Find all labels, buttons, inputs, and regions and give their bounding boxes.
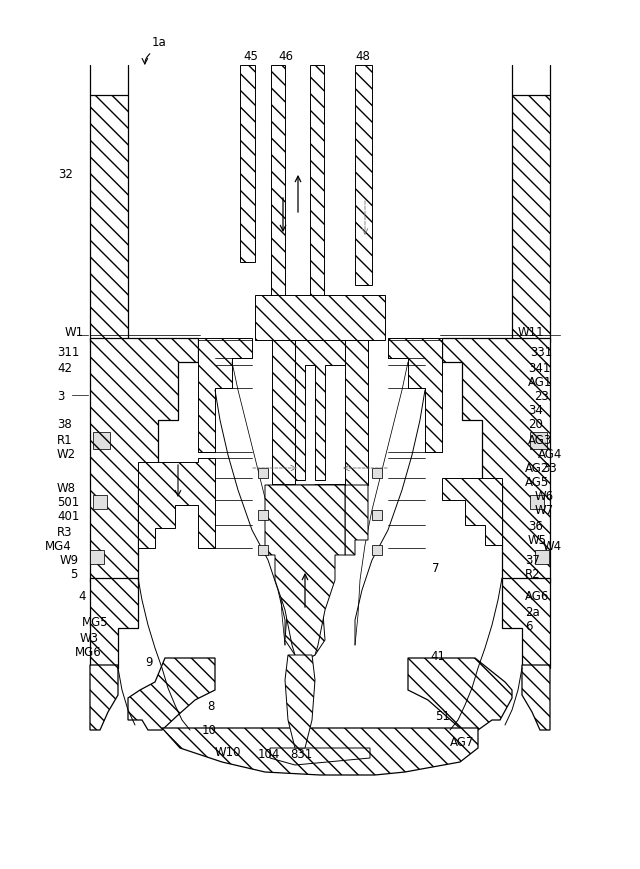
Text: 501: 501 (57, 496, 79, 509)
Text: 1a: 1a (152, 36, 167, 49)
Bar (372, 545, 382, 555)
Text: 401: 401 (57, 510, 79, 523)
Polygon shape (502, 578, 550, 668)
Text: 6: 6 (525, 620, 532, 634)
Polygon shape (128, 658, 215, 730)
Polygon shape (522, 665, 550, 730)
Polygon shape (90, 95, 128, 342)
Text: 45: 45 (243, 50, 258, 63)
Bar (258, 510, 268, 520)
Text: 48: 48 (355, 50, 370, 63)
Text: AG4: AG4 (538, 448, 563, 461)
Text: W8: W8 (57, 481, 76, 494)
Text: 23: 23 (534, 390, 549, 403)
Text: 8: 8 (207, 700, 214, 713)
Polygon shape (355, 65, 372, 285)
Polygon shape (272, 485, 368, 660)
Text: W4: W4 (543, 541, 562, 554)
Text: MG4: MG4 (45, 541, 72, 554)
Text: 38: 38 (57, 419, 72, 432)
Text: 331: 331 (530, 346, 552, 359)
Text: 34: 34 (528, 404, 543, 417)
Polygon shape (442, 478, 502, 545)
Text: 2a: 2a (525, 606, 540, 619)
Polygon shape (295, 340, 345, 480)
Polygon shape (90, 338, 198, 582)
Bar (535, 550, 549, 564)
Polygon shape (240, 65, 255, 262)
Text: 41: 41 (430, 651, 445, 664)
Polygon shape (90, 458, 215, 578)
Text: AG6: AG6 (525, 591, 549, 603)
Bar (372, 510, 382, 520)
Polygon shape (345, 340, 368, 485)
Text: W11: W11 (518, 326, 545, 339)
Text: AG3: AG3 (528, 434, 552, 447)
Polygon shape (272, 340, 295, 485)
Text: W6: W6 (535, 490, 554, 503)
Text: 33: 33 (542, 461, 557, 474)
Bar (93, 495, 107, 509)
Text: 51: 51 (435, 711, 450, 724)
Text: MG6: MG6 (75, 647, 102, 660)
Text: W5: W5 (528, 534, 547, 547)
Text: 37: 37 (525, 554, 540, 567)
Text: R2: R2 (525, 568, 541, 581)
Text: AG2: AG2 (525, 461, 549, 474)
Text: 36: 36 (528, 520, 543, 533)
Text: AG1: AG1 (528, 375, 552, 388)
Bar (530, 432, 547, 449)
Text: AG5: AG5 (525, 476, 549, 489)
Text: 42: 42 (57, 362, 72, 375)
Polygon shape (271, 65, 285, 302)
Polygon shape (198, 338, 252, 452)
Text: 341: 341 (528, 362, 550, 375)
Polygon shape (255, 295, 385, 358)
Text: 5: 5 (70, 568, 77, 581)
Text: 10: 10 (202, 725, 217, 738)
Polygon shape (512, 95, 550, 342)
Polygon shape (138, 478, 198, 545)
Bar (258, 545, 268, 555)
Polygon shape (285, 655, 315, 748)
Text: 20: 20 (528, 419, 543, 432)
Text: 46: 46 (278, 50, 293, 63)
Polygon shape (90, 665, 118, 730)
Text: 311: 311 (57, 346, 79, 359)
Text: 3: 3 (57, 390, 65, 403)
Text: W3: W3 (80, 632, 99, 645)
Text: MG5: MG5 (82, 615, 109, 628)
Polygon shape (310, 65, 324, 302)
Bar (530, 495, 544, 509)
Polygon shape (270, 748, 370, 765)
Text: W7: W7 (535, 505, 554, 518)
Bar (372, 468, 382, 478)
Text: 9: 9 (145, 655, 152, 668)
Text: R1: R1 (57, 434, 72, 447)
Bar (258, 468, 268, 478)
Text: 104: 104 (258, 748, 280, 761)
Text: 4: 4 (78, 591, 86, 603)
Polygon shape (388, 338, 442, 452)
Text: W2: W2 (57, 448, 76, 461)
Text: 32: 32 (58, 169, 73, 182)
Bar (90, 550, 104, 564)
Polygon shape (162, 728, 478, 775)
Text: W1: W1 (65, 326, 84, 339)
Polygon shape (408, 658, 512, 730)
Text: R3: R3 (57, 526, 72, 539)
Text: W10: W10 (215, 746, 241, 759)
Polygon shape (442, 338, 550, 582)
Text: 7: 7 (432, 561, 440, 574)
Polygon shape (265, 485, 345, 660)
Text: 831: 831 (290, 748, 312, 761)
Text: W9: W9 (60, 554, 79, 567)
Text: AG7: AG7 (450, 735, 474, 748)
Bar (93, 432, 110, 449)
Polygon shape (90, 578, 138, 668)
